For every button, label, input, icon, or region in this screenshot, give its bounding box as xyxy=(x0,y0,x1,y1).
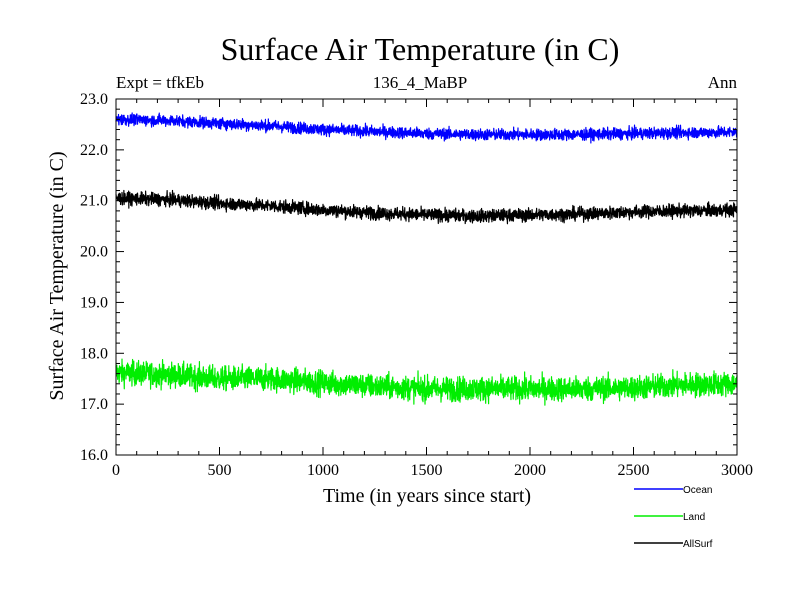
y-tick-label: 21.0 xyxy=(80,193,108,210)
axes xyxy=(115,98,738,456)
chart-title: Surface Air Temperature (in C) xyxy=(221,31,620,67)
x-tick-label: 3000 xyxy=(721,462,753,479)
x-tick-label: 500 xyxy=(208,462,232,479)
x-tick-label: 0 xyxy=(112,462,120,479)
series-line-allsurf xyxy=(115,189,738,225)
plot-frame xyxy=(115,98,738,456)
y-tick-label: 17.0 xyxy=(80,396,108,413)
period-label: Ann xyxy=(708,73,738,92)
y-tick-label: 19.0 xyxy=(80,294,108,311)
y-tick-label: 22.0 xyxy=(80,142,108,159)
legend: Ocean Land AllSurf xyxy=(634,485,713,550)
legend-label-allsurf: AllSurf xyxy=(683,539,713,550)
x-tick-label: 2000 xyxy=(514,462,546,479)
legend-label-ocean: Ocean xyxy=(683,485,712,496)
y-tick-label: 23.0 xyxy=(80,91,108,108)
tick-labels: 0 500 1000 1500 2000 2500 3000 16.0 17.0 18.0 19.0… xyxy=(80,91,753,479)
chart-subtitle: 136_4_MaBP xyxy=(373,73,467,92)
x-tick-label: 1000 xyxy=(307,462,339,479)
plot-lines xyxy=(115,112,738,406)
legend-label-land: Land xyxy=(683,512,705,523)
y-axis-label: Surface Air Temperature (in C) xyxy=(46,151,68,400)
experiment-label: Expt = tfkEb xyxy=(116,73,204,92)
series-line-ocean xyxy=(115,112,738,144)
y-tick-label: 16.0 xyxy=(80,447,108,464)
y-tick-label: 18.0 xyxy=(80,345,108,362)
x-tick-label: 1500 xyxy=(411,462,443,479)
x-tick-label: 2500 xyxy=(618,462,650,479)
x-axis-label: Time (in years since start) xyxy=(323,485,531,507)
series-line-land xyxy=(115,358,738,406)
y-tick-label: 20.0 xyxy=(80,244,108,261)
